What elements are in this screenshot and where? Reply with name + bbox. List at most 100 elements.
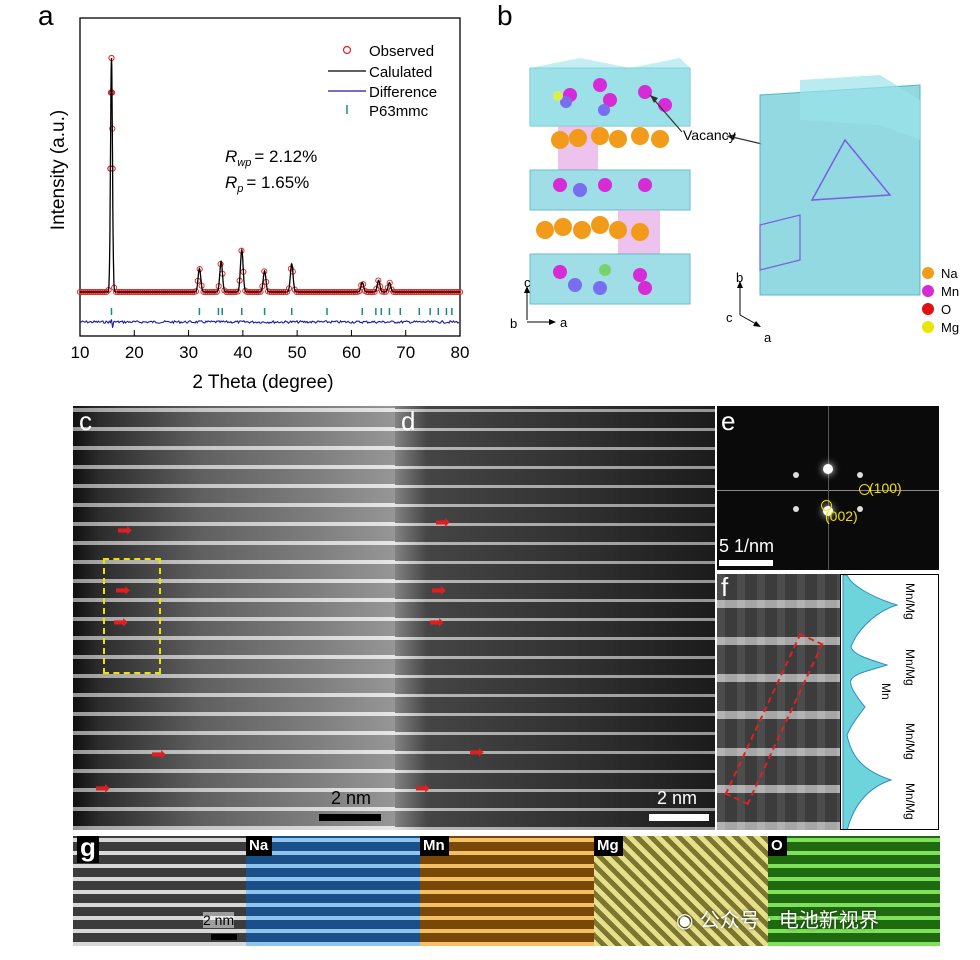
eds-map-mn: Mn xyxy=(420,836,594,946)
svg-text:a: a xyxy=(560,315,568,330)
scale-label-e: 5 1/nm xyxy=(719,536,775,556)
svg-text:Mn: Mn xyxy=(941,284,959,299)
watermark: ◉ 公众号 · 电池新视界 xyxy=(676,904,944,938)
rp-annotation: Rp = 1.65% xyxy=(225,173,309,195)
red-arrow: ➡ xyxy=(415,778,431,798)
x-tick-label: 80 xyxy=(451,343,470,362)
profile-label-1: Mn/Mg xyxy=(903,583,917,620)
yellow-roi-box xyxy=(103,558,161,674)
scale-label-d: 2 nm xyxy=(657,788,698,808)
scale-bar-g xyxy=(211,934,237,940)
fft-spot xyxy=(793,506,799,512)
scale-label-g: 2 nm xyxy=(203,912,235,928)
x-tick-label: 60 xyxy=(342,343,361,362)
wechat-icon: ◉ xyxy=(676,908,694,932)
axes-right: b c a xyxy=(726,270,772,345)
legend-na-dot xyxy=(922,267,934,279)
abf-image-d: d ➡ ➡ ➡ ➡ ➡ 2 nm xyxy=(395,406,715,830)
panel-label-d: d xyxy=(401,406,416,436)
calculated-curve xyxy=(80,57,460,293)
svg-text:c: c xyxy=(524,275,531,290)
axes-left: c b a xyxy=(510,275,568,331)
legend-difference: Difference xyxy=(369,84,437,101)
line-profile-panel: Mn/Mg Mn/Mg Mn Mn/Mg Mn/Mg xyxy=(840,574,939,830)
difference-curve xyxy=(79,319,460,328)
fft-spot xyxy=(857,506,863,512)
x-tick-label: 70 xyxy=(396,343,415,362)
haadf-image-c: c ➡ ➡ ➡ ➡ ➡ 2 nm xyxy=(73,406,395,830)
panel-label-a: a xyxy=(38,0,54,31)
profile-fill xyxy=(842,575,899,829)
mn-layer-top xyxy=(529,58,691,127)
panel-label-b: b xyxy=(497,0,513,31)
x-tick-label: 50 xyxy=(288,343,307,362)
eds-map-na: Na xyxy=(246,836,420,946)
x-tick-label: 30 xyxy=(179,343,198,362)
y-axis-title: Intensity (a.u.) xyxy=(48,110,69,230)
fft-vertical-line xyxy=(828,406,829,570)
red-arrow: ➡ xyxy=(95,778,111,798)
profile-label-3: Mn xyxy=(879,683,893,700)
fft-marker-100 xyxy=(859,484,870,495)
x-tick-label: 10 xyxy=(71,343,90,362)
legend-mg-dot xyxy=(922,321,934,333)
element-legend: Na Mn O Mg xyxy=(922,266,959,335)
x-tick-label: 40 xyxy=(233,343,252,362)
eds-map-o: O xyxy=(768,836,940,946)
legend-o-dot xyxy=(922,303,934,315)
side-view-structure xyxy=(529,58,691,305)
x-axis-title: 2 Theta (degree) xyxy=(192,372,333,393)
scale-bar-d xyxy=(649,814,709,821)
top-view-structure xyxy=(759,75,921,296)
scale-bar-c xyxy=(319,814,381,821)
fft-spot xyxy=(793,472,799,478)
red-arrow: ➡ xyxy=(117,520,133,540)
svg-text:Mg: Mg xyxy=(941,320,959,335)
na-layer-1 xyxy=(551,127,669,149)
crystal-structure: Vacancy c b a b c a Na Mn O Mg xyxy=(510,58,959,345)
map-label-na: Na xyxy=(246,836,273,856)
panel-label-c: c xyxy=(79,406,92,436)
red-arrow: ➡ xyxy=(435,512,451,532)
vacancy-triangle xyxy=(810,138,892,201)
scale-bar-e xyxy=(719,560,773,566)
observed-point xyxy=(356,288,363,295)
profile-label-5: Mn/Mg xyxy=(903,783,917,820)
svg-text:b: b xyxy=(510,316,517,331)
legend-observed: Observed xyxy=(369,43,434,60)
observed-point xyxy=(375,277,382,284)
profile-label-2: Mn/Mg xyxy=(903,649,917,686)
svg-text:Na: Na xyxy=(941,266,958,281)
x-tick-label: 20 xyxy=(125,343,144,362)
eds-haadf-g: g 2 nm xyxy=(73,836,246,946)
map-label-o: O xyxy=(768,836,787,856)
svg-text:O: O xyxy=(941,302,951,317)
map-label-mn: Mn xyxy=(420,836,449,856)
fft-spot xyxy=(823,506,833,516)
vacancy-label: Vacancy xyxy=(683,127,736,143)
svg-text:a: a xyxy=(764,330,772,345)
svg-text:b: b xyxy=(736,270,743,285)
observed-point xyxy=(192,288,199,295)
eds-map-mg: Mg xyxy=(594,836,768,946)
red-arrow: ➡ xyxy=(113,612,129,632)
red-arrow: ➡ xyxy=(115,580,131,600)
xrd-chart: 10 20 30 40 50 60 70 80 2 Theta (degree) Intens… xyxy=(48,17,470,393)
xrd-ticks: 10 20 30 40 50 60 70 80 xyxy=(71,330,470,362)
mn-layer-bottom xyxy=(529,253,691,305)
fft-spot xyxy=(857,472,863,478)
legend-bragg: P63mmc xyxy=(369,103,429,120)
legend-mn-dot xyxy=(922,285,934,297)
plot-frame xyxy=(79,17,461,337)
panel-label-g: g xyxy=(77,836,99,863)
fft-label-100: (100) xyxy=(869,480,902,496)
rwp-annotation: Rwp = 2.12% xyxy=(225,147,317,169)
legend-observed-marker xyxy=(342,45,352,55)
fft-label-002: (002) xyxy=(825,508,858,524)
mn-layer-mid xyxy=(529,169,691,211)
scale-label-c: 2 nm xyxy=(331,788,372,808)
red-arrow: ➡ xyxy=(429,612,445,632)
legend-calculated: Calulated xyxy=(369,64,432,81)
red-arrow: ➡ xyxy=(151,744,167,764)
fft-spot xyxy=(823,464,833,474)
